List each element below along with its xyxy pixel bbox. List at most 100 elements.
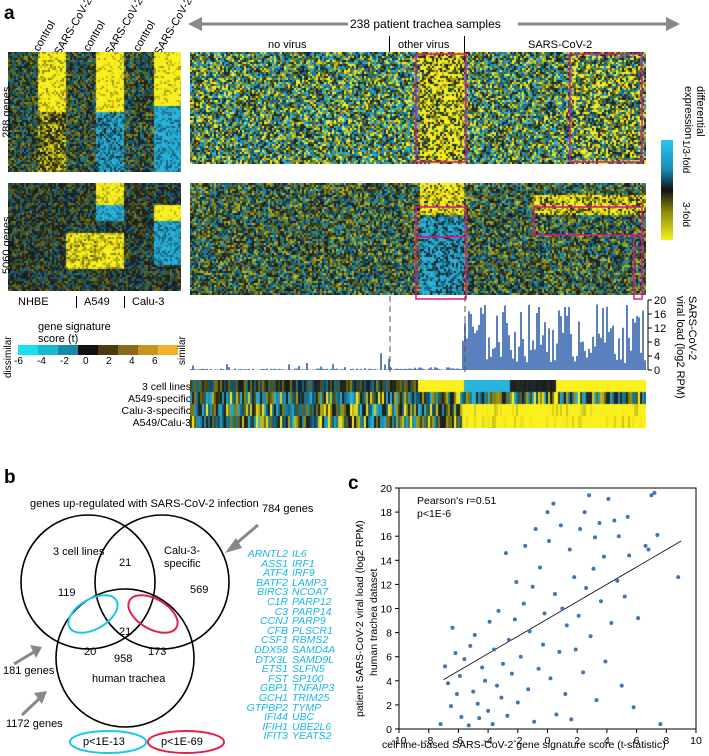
count-right-only: 569: [190, 584, 209, 596]
viral-load-bar: [202, 368, 204, 370]
pval-red: p<1E-69: [161, 736, 203, 748]
scatter-point: [514, 579, 519, 584]
gene-name: YEATS2: [292, 730, 332, 743]
viral-load-bar: [220, 368, 222, 370]
scatter-annotation: p<1E-6: [417, 508, 452, 520]
gene-name: PARP14: [292, 605, 332, 618]
gene-name: ASS1: [261, 557, 288, 570]
viral-load-bar: [210, 368, 212, 370]
viral-load-bar: [524, 356, 526, 370]
viral-load-bar: [214, 369, 216, 370]
cell-line-a549: A549: [84, 296, 110, 308]
viral-load-bar: [566, 315, 568, 370]
viral-load-bar: [438, 368, 440, 370]
gene-name: C1R: [266, 595, 288, 608]
viral-load-bar: [194, 369, 196, 370]
venn-circle-calu3: [94, 514, 230, 650]
sig-row-label: Calu-3-specific: [121, 405, 191, 417]
scatter-point: [500, 661, 505, 666]
scatter-point: [503, 551, 508, 556]
gene-list-col2: IL6 IRF1 IRF9 LAMP3 NCOA7 PARP12 PARP14 PARP9 PL…: [292, 549, 335, 743]
viral-load-bar: [586, 357, 588, 370]
scatter-point: [541, 642, 546, 647]
group-label-other-virus: other virus: [398, 39, 450, 51]
scatter-point: [652, 490, 657, 495]
scatter-point: [496, 608, 501, 613]
gene-name: IFIT3: [263, 730, 288, 743]
viral-load-bar: [514, 331, 516, 370]
cell-line-heatmap-5060: [8, 183, 181, 291]
y-tick-label: 0: [386, 724, 392, 736]
viral-load-bar: [598, 333, 600, 370]
x-tick-label: 8: [663, 735, 669, 747]
viral-load-bar: [472, 326, 474, 370]
viral-load-bar: [588, 348, 590, 370]
viral-load-bar: [462, 340, 464, 370]
viral-load-bar: [486, 359, 488, 370]
viral-load-bar: [356, 368, 358, 370]
viral-load-bar: [306, 363, 308, 370]
viral-load-bar: [576, 355, 578, 370]
set-label-calu3-2: specific: [164, 558, 201, 570]
gene-name: GBP1: [259, 682, 288, 695]
total-right: 784 genes: [262, 503, 314, 515]
scatter-point: [515, 700, 520, 705]
viral-load-bar: [506, 322, 508, 370]
viral-load-bar: [404, 368, 406, 370]
cyan-highlight-ellipse: [67, 594, 119, 634]
viral-load-bar: [312, 369, 314, 370]
scatter-point: [446, 681, 451, 686]
gene-name: BIRC3: [257, 586, 288, 599]
scatter-point: [627, 553, 632, 558]
scatter-point: [612, 518, 617, 523]
viral-load-bar: [466, 338, 468, 370]
viral-load-bar: [554, 360, 556, 370]
panel-label-b: b: [4, 467, 16, 488]
scatter-plot: -10 -8 -6 -4 -2 0 2 4 6 8 10 0 2 4 6 8 10 12 14 16 18 20: [380, 483, 702, 747]
viral-load-bar: [368, 368, 370, 370]
scatter-point: [506, 637, 511, 642]
viral-load-bar: [340, 369, 342, 370]
score-legend-tick: -2: [60, 356, 69, 367]
samples-span-label: 238 patient trachea samples: [350, 17, 501, 31]
gene-name: ATF4: [263, 567, 288, 580]
viral-load-bar: [390, 367, 392, 370]
scatter-point: [492, 647, 497, 652]
viral-load-bar: [560, 316, 562, 370]
viral-load-bar: [420, 367, 422, 370]
viral-axis-tick: 12: [654, 323, 666, 335]
viral-load-bar: [502, 312, 504, 370]
gene-name: GTPBP2: [246, 701, 288, 714]
viral-load-bar: [550, 361, 552, 370]
x-tick-label: 0: [545, 735, 551, 747]
set-label-trachea: human trachea: [92, 673, 166, 685]
viral-load-bar: [432, 369, 434, 370]
viral-load-bar: [412, 369, 414, 370]
viral-load-bar: [482, 313, 484, 370]
scatter-point: [581, 670, 586, 675]
group-separator: [464, 36, 465, 52]
viral-load-bar: [458, 368, 460, 370]
viral-load-bar: [460, 369, 462, 370]
viral-load-bar: [490, 356, 492, 370]
viral-load-bar: [342, 369, 344, 370]
viral-load-bar: [248, 368, 250, 370]
viral-load-bar: [632, 318, 634, 370]
viral-load-bar: [198, 369, 200, 370]
total-bottom: 1172 genes: [6, 718, 63, 730]
viral-load-bar: [320, 366, 322, 370]
venn-circle-trachea: [55, 588, 195, 728]
viral-load-bar: [270, 368, 272, 370]
scatter-point: [490, 722, 495, 727]
viral-load-bar: [450, 368, 452, 370]
scatter-point: [569, 717, 574, 722]
viral-load-bar: [492, 348, 494, 370]
total-left: 181 genes: [3, 665, 55, 677]
group-label-sars: SARS-CoV-2: [528, 39, 593, 51]
score-legend-title-line: gene signature: [38, 321, 111, 333]
score-legend-tick: 0: [83, 356, 89, 367]
gene-name: BATF2: [256, 576, 288, 589]
samples-span-arrow: [188, 17, 680, 31]
gene-name: IRF9: [292, 567, 315, 580]
scatter-point: [487, 619, 492, 624]
